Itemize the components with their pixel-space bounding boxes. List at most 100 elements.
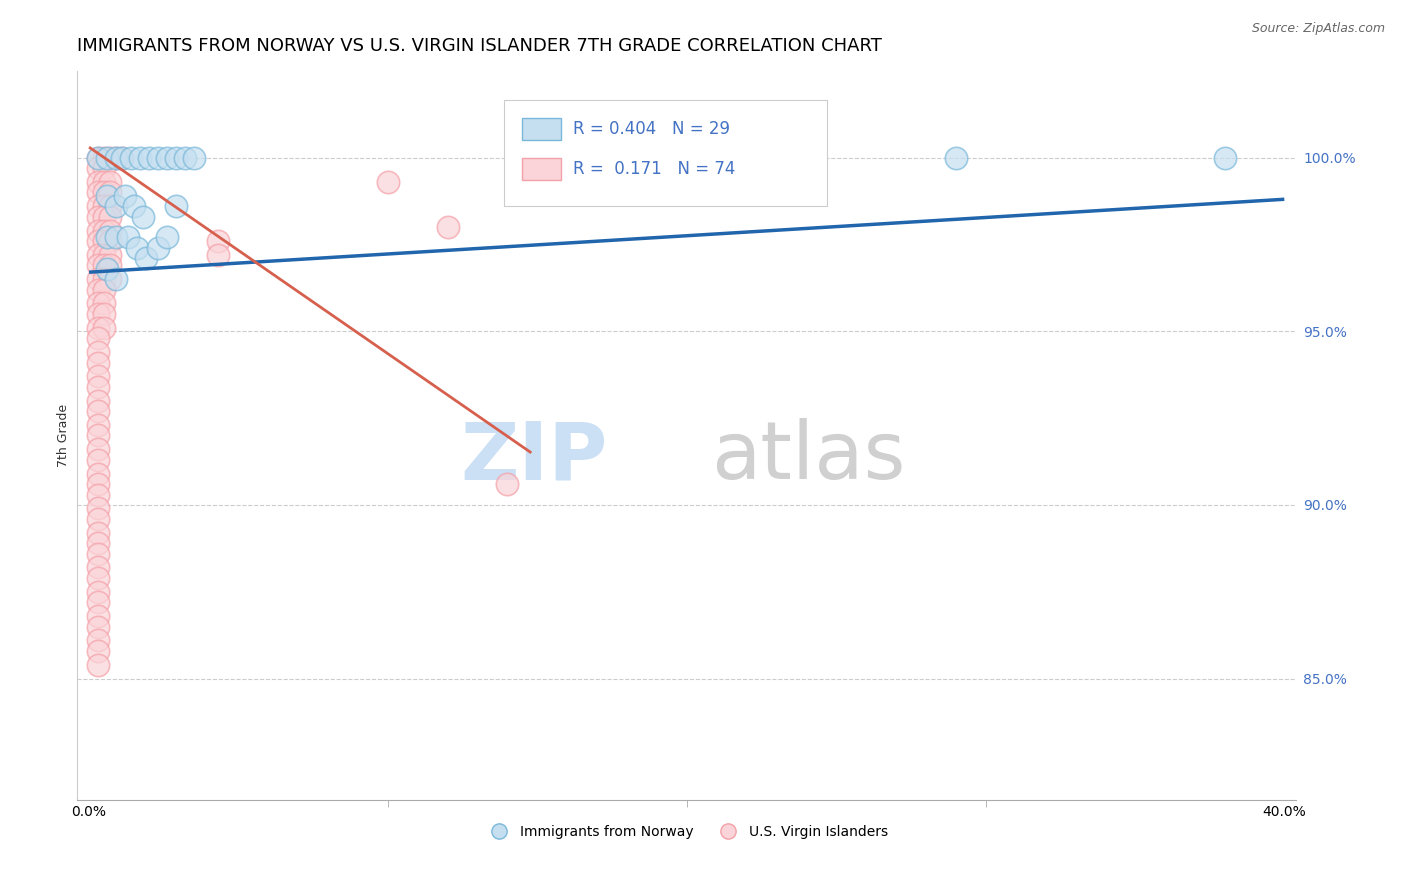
Point [87, 487, 110, 501]
Point [87, 345, 110, 359]
Point [98, 199, 121, 213]
Point [87, 380, 110, 394]
Point [87, 633, 110, 648]
Point [93, 248, 115, 262]
Point [132, 210, 155, 224]
Point [93, 296, 115, 310]
Point [120, 151, 142, 165]
Point [87, 428, 110, 442]
Point [87, 571, 110, 585]
Point [945, 151, 967, 165]
Point [87, 307, 110, 321]
Point [135, 252, 157, 266]
Point [98, 223, 121, 237]
Legend: Immigrants from Norway, U.S. Virgin Islanders: Immigrants from Norway, U.S. Virgin Isla… [479, 819, 894, 845]
Point [104, 151, 127, 165]
FancyBboxPatch shape [503, 100, 827, 206]
Point [87, 501, 110, 516]
Point [87, 296, 110, 310]
Point [117, 230, 139, 244]
Point [87, 609, 110, 624]
Point [87, 248, 110, 262]
Point [98, 151, 121, 165]
Point [128, 151, 150, 165]
Point [93, 151, 115, 165]
Text: ZIP: ZIP [460, 418, 607, 496]
Point [165, 199, 187, 213]
Point [87, 452, 110, 467]
Point [87, 161, 110, 175]
Text: atlas: atlas [711, 418, 905, 496]
Point [93, 258, 115, 272]
Text: IMMIGRANTS FROM NORWAY VS U.S. VIRGIN ISLANDER 7TH GRADE CORRELATION CHART: IMMIGRANTS FROM NORWAY VS U.S. VIRGIN IS… [77, 37, 882, 55]
Point [87, 210, 110, 224]
Point [87, 199, 110, 213]
Point [87, 477, 110, 491]
Point [104, 151, 127, 165]
Y-axis label: 7th Grade: 7th Grade [58, 404, 70, 467]
Point [87, 272, 110, 286]
Point [146, 241, 169, 255]
Point [104, 230, 127, 244]
Point [87, 369, 110, 384]
Point [87, 223, 110, 237]
Point [93, 175, 115, 189]
Point [87, 595, 110, 609]
Point [96, 230, 118, 244]
Point [87, 283, 110, 297]
Point [98, 210, 121, 224]
Point [111, 151, 134, 165]
Point [87, 512, 110, 526]
Point [87, 619, 110, 633]
Point [87, 467, 110, 481]
Point [146, 151, 169, 165]
Point [114, 188, 136, 202]
Text: Source: ZipAtlas.com: Source: ZipAtlas.com [1251, 22, 1385, 36]
Point [138, 151, 160, 165]
Point [173, 151, 195, 165]
Point [87, 258, 110, 272]
Point [496, 477, 519, 491]
Point [87, 404, 110, 418]
Point [87, 355, 110, 369]
Point [87, 175, 110, 189]
Point [436, 220, 458, 235]
Point [93, 272, 115, 286]
Point [87, 331, 110, 345]
Point [645, 151, 668, 165]
Point [207, 248, 229, 262]
Point [87, 560, 110, 574]
Point [87, 393, 110, 408]
Point [93, 283, 115, 297]
Point [87, 536, 110, 550]
Point [93, 223, 115, 237]
Point [98, 186, 121, 200]
Point [93, 307, 115, 321]
Point [377, 175, 399, 189]
Point [125, 241, 148, 255]
Point [156, 151, 179, 165]
Bar [522, 158, 561, 180]
Point [111, 151, 134, 165]
Point [98, 248, 121, 262]
Point [93, 161, 115, 175]
Point [156, 230, 179, 244]
Point [207, 234, 229, 248]
Point [96, 188, 118, 202]
Point [1213, 151, 1236, 165]
Text: R =  0.171   N = 74: R = 0.171 N = 74 [574, 161, 735, 178]
Point [87, 151, 110, 165]
Point [93, 210, 115, 224]
Point [165, 151, 187, 165]
Point [98, 175, 121, 189]
Bar [522, 118, 561, 140]
Point [96, 261, 118, 276]
Point [87, 525, 110, 540]
Point [98, 234, 121, 248]
Point [98, 272, 121, 286]
Point [93, 234, 115, 248]
Point [87, 547, 110, 561]
Point [87, 234, 110, 248]
Point [183, 151, 205, 165]
Point [104, 199, 127, 213]
